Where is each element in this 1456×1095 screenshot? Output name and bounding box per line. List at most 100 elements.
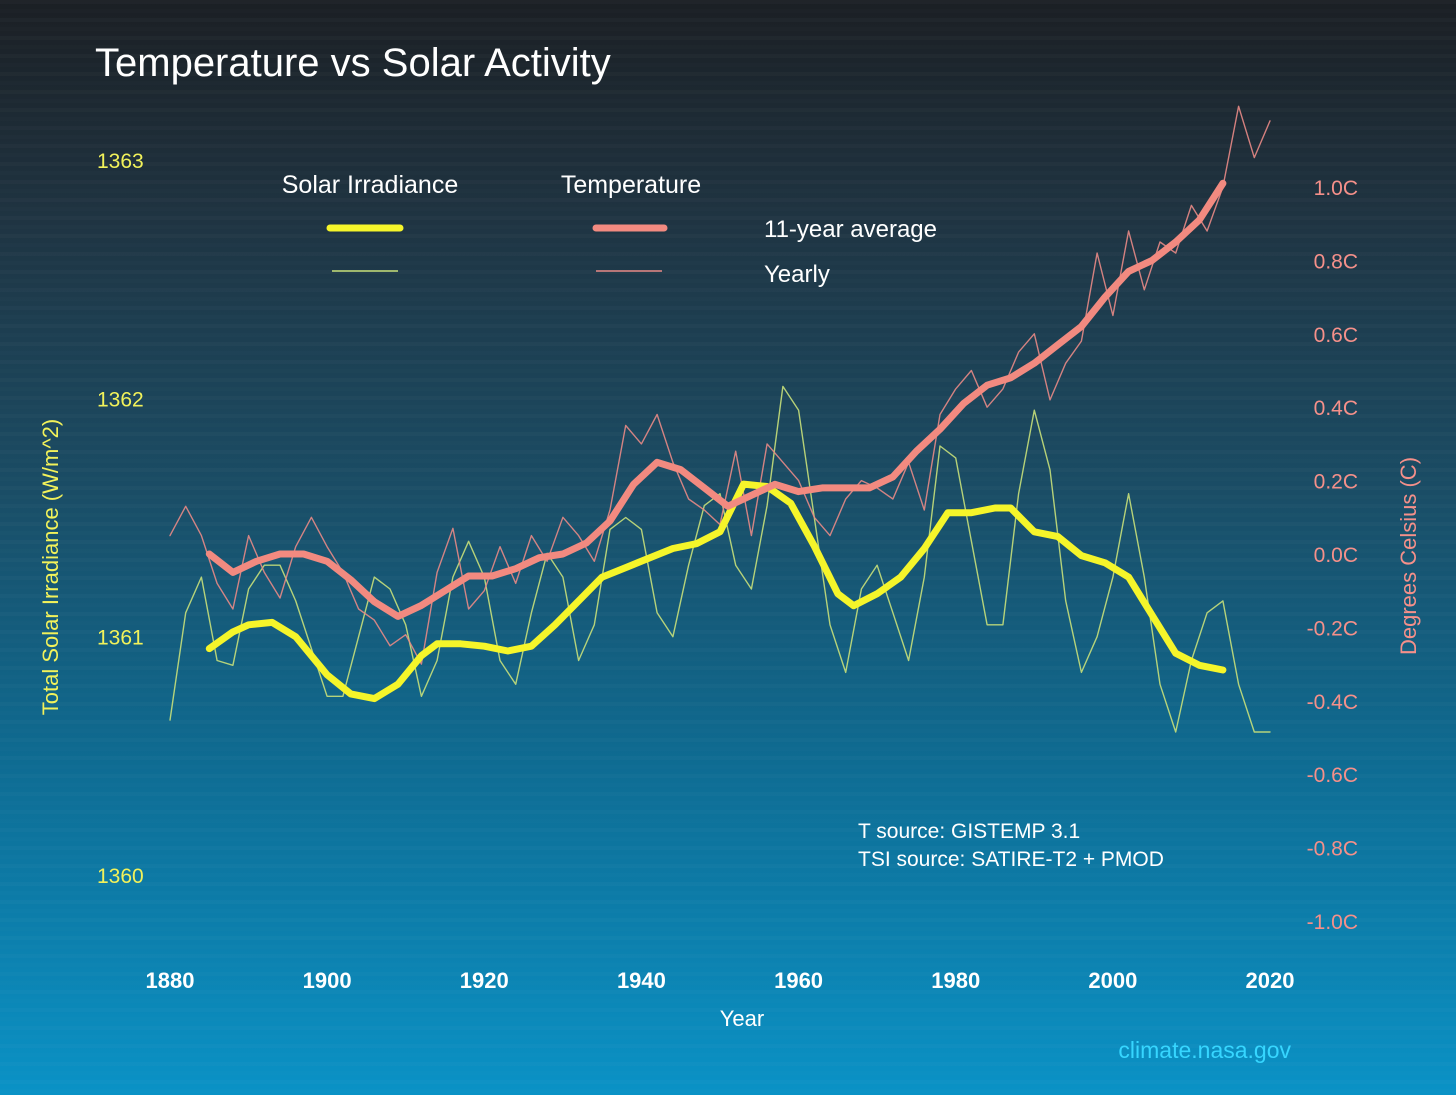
- background-band: [0, 135, 1456, 139]
- background-band: [0, 198, 1456, 202]
- background-band: [0, 540, 1456, 544]
- right-tick-label: -0.4C: [1307, 691, 1358, 714]
- background-band: [0, 468, 1456, 472]
- left-tick-label: 1363: [97, 150, 144, 173]
- background-band: [0, 891, 1456, 895]
- background-band: [0, 441, 1456, 445]
- right-axis-ticks: -1.0C -0.8C -0.6C -0.4C -0.2C 0.0C 0.2C 0.4C 0.6…: [1307, 177, 1358, 934]
- background-band: [0, 837, 1456, 841]
- background-band: [0, 846, 1456, 850]
- background-band: [0, 603, 1456, 607]
- background-band: [0, 954, 1456, 958]
- credit-link[interactable]: climate.nasa.gov: [1118, 1037, 1291, 1063]
- background-band: [0, 459, 1456, 463]
- background-band: [0, 666, 1456, 670]
- solar-yearly-line: [169, 385, 1271, 733]
- background-band: [0, 918, 1456, 922]
- right-tick-label: 1.0C: [1314, 177, 1358, 200]
- legend-yearly-label: Yearly: [764, 261, 830, 288]
- temperature-average-line: [205, 179, 1227, 620]
- background-band: [0, 729, 1456, 733]
- series-layer: [169, 105, 1271, 733]
- background-band: [0, 945, 1456, 949]
- x-tick-label: 1940: [617, 968, 666, 993]
- x-tick-label: 1920: [460, 968, 509, 993]
- background-band: [0, 306, 1456, 310]
- background-band: [0, 18, 1456, 22]
- background-band: [0, 774, 1456, 778]
- background-band: [0, 909, 1456, 913]
- background-band: [0, 117, 1456, 121]
- background-band: [0, 162, 1456, 166]
- background-band: [0, 243, 1456, 247]
- background-band: [0, 450, 1456, 454]
- background-band: [0, 684, 1456, 688]
- background-band: [0, 36, 1456, 40]
- left-tick-label: 1361: [97, 627, 144, 650]
- right-tick-label: -1.0C: [1307, 911, 1358, 934]
- background-band: [0, 693, 1456, 697]
- background-band: [0, 315, 1456, 319]
- background-band: [0, 144, 1456, 148]
- legend: Solar Irradiance Temperature 11-year ave…: [282, 171, 937, 288]
- background-band: [0, 351, 1456, 355]
- background-band: [0, 747, 1456, 751]
- background-band: [0, 360, 1456, 364]
- background-band: [0, 9, 1456, 13]
- background-band: [0, 171, 1456, 175]
- background-band: [0, 153, 1456, 157]
- right-tick-label: 0.8C: [1314, 250, 1358, 273]
- x-tick-label: 2000: [1088, 968, 1137, 993]
- x-tick-label: 1960: [774, 968, 823, 993]
- background-band: [0, 90, 1456, 94]
- x-tick-label: 1900: [303, 968, 352, 993]
- background-band: [0, 261, 1456, 265]
- background-band: [0, 819, 1456, 823]
- background-band: [0, 477, 1456, 481]
- right-tick-label: -0.2C: [1307, 617, 1358, 640]
- background-band: [0, 711, 1456, 715]
- right-tick-label: 0.6C: [1314, 324, 1358, 347]
- left-axis-ticks: 1360 1361 1362 1363: [97, 150, 144, 888]
- background-band: [0, 216, 1456, 220]
- background-band: [0, 387, 1456, 391]
- background-band: [0, 99, 1456, 103]
- background-band: [0, 234, 1456, 238]
- left-axis-label: Total Solar Irradiance (W/m^2): [38, 419, 63, 715]
- background-band: [0, 495, 1456, 499]
- background-band: [0, 396, 1456, 400]
- background-band: [0, 900, 1456, 904]
- background-band: [0, 333, 1456, 337]
- background-band: [0, 981, 1456, 985]
- background-band: [0, 414, 1456, 418]
- background-band: [0, 567, 1456, 571]
- background-band: [0, 828, 1456, 832]
- x-axis-label: Year: [720, 1006, 764, 1031]
- background-band: [0, 288, 1456, 292]
- background-band: [0, 1080, 1456, 1084]
- right-tick-label: -0.8C: [1307, 838, 1358, 861]
- background-band: [0, 999, 1456, 1003]
- background-band: [0, 0, 1456, 4]
- background-band: [0, 855, 1456, 859]
- background-band: [0, 189, 1456, 193]
- background-band: [0, 342, 1456, 346]
- legend-avg-label: 11-year average: [764, 216, 937, 243]
- background-band: [0, 936, 1456, 940]
- background-band: [0, 972, 1456, 976]
- x-tick-label: 2020: [1246, 968, 1295, 993]
- background-band: [0, 702, 1456, 706]
- background-band: [0, 783, 1456, 787]
- background-band: [0, 549, 1456, 553]
- x-tick-label: 1980: [931, 968, 980, 993]
- right-tick-label: -0.6C: [1307, 764, 1358, 787]
- background-band: [0, 621, 1456, 625]
- background-band: [0, 720, 1456, 724]
- background-band: [0, 27, 1456, 31]
- background-band: [0, 963, 1456, 967]
- left-tick-label: 1360: [97, 865, 144, 888]
- background-band: [0, 810, 1456, 814]
- background-band: [0, 738, 1456, 742]
- background-band: [0, 882, 1456, 886]
